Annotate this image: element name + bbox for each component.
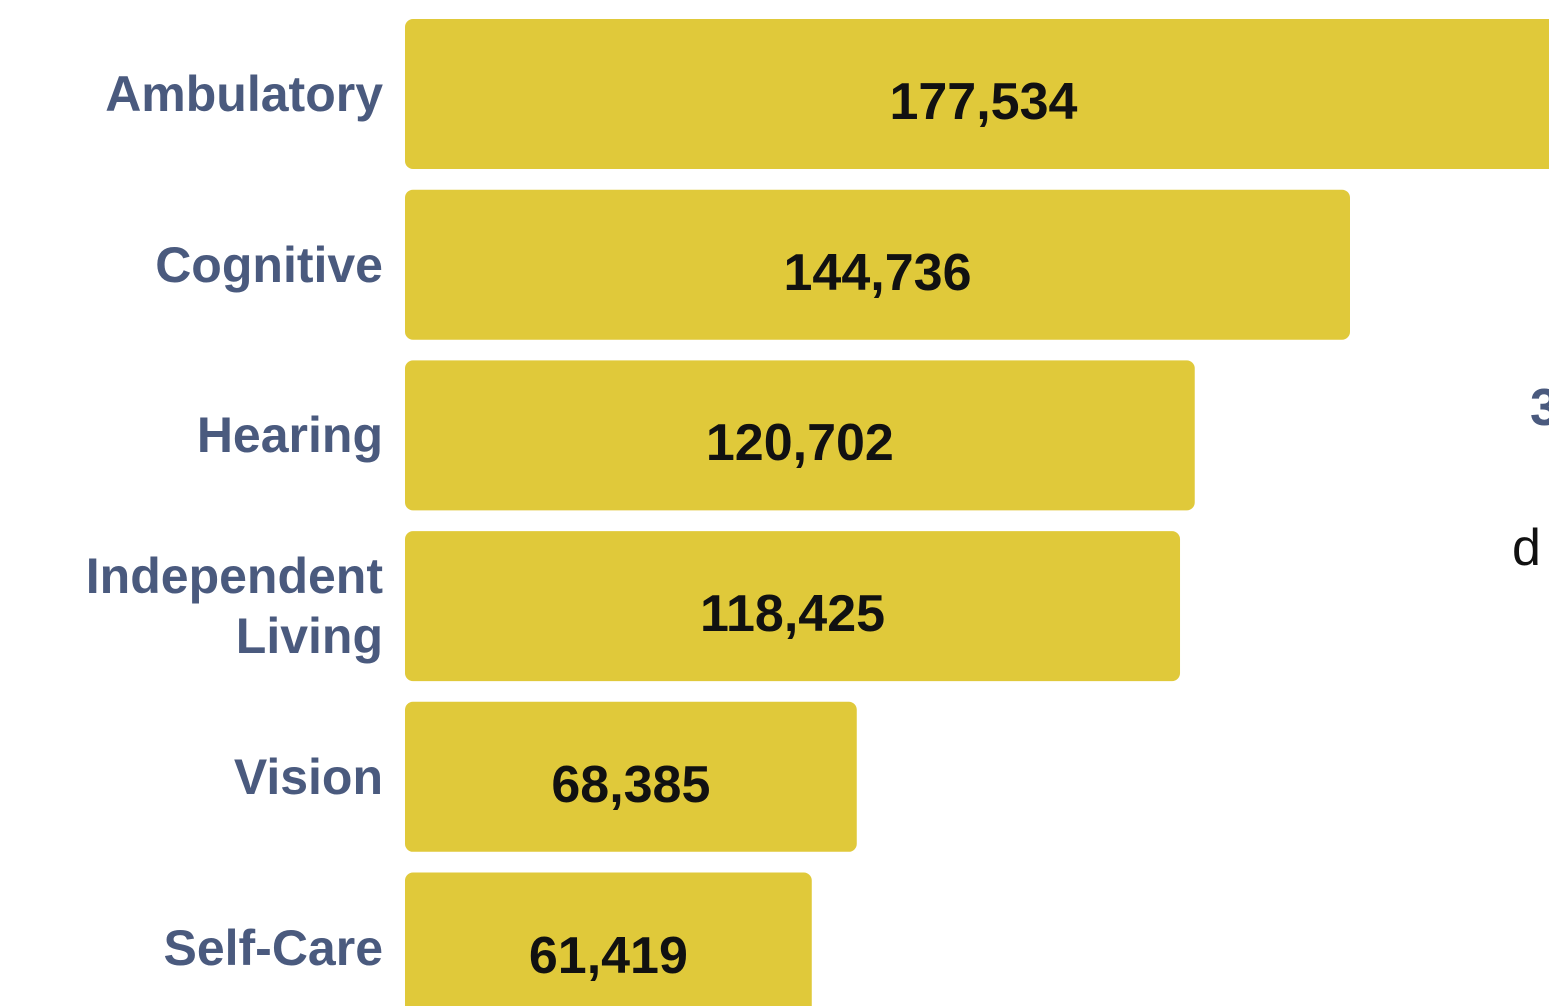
bar [405,531,1181,682]
annotation: d [1512,519,1541,577]
bar [405,872,812,1006]
annotation: 3 [1530,379,1549,437]
category-label: Ambulatory [0,19,383,169]
value-label: 177,534 [889,73,1078,131]
category-label: Vision [0,702,383,852]
category-text: Ambulatory [105,66,383,122]
value-label: 61,419 [528,926,688,985]
category-label: Cognitive [0,190,383,340]
category-text: Vision [233,748,383,805]
category-label: Hearing [0,360,383,510]
bar [405,360,1195,511]
bar [405,701,857,852]
category-text: Self-Care [163,919,383,976]
value-label: 68,385 [551,755,711,814]
category-label: Independent Living [0,531,383,681]
value-label: 144,736 [783,243,972,302]
category-text: Hearing [196,407,383,464]
category-label: Self-Care [0,873,383,1006]
value-label: 120,702 [705,414,894,473]
category-text: Independent Living [85,548,383,665]
category-text: Cognitive [155,236,383,293]
bar [405,189,1350,340]
bar [405,19,1549,169]
value-label: 118,425 [699,585,886,644]
